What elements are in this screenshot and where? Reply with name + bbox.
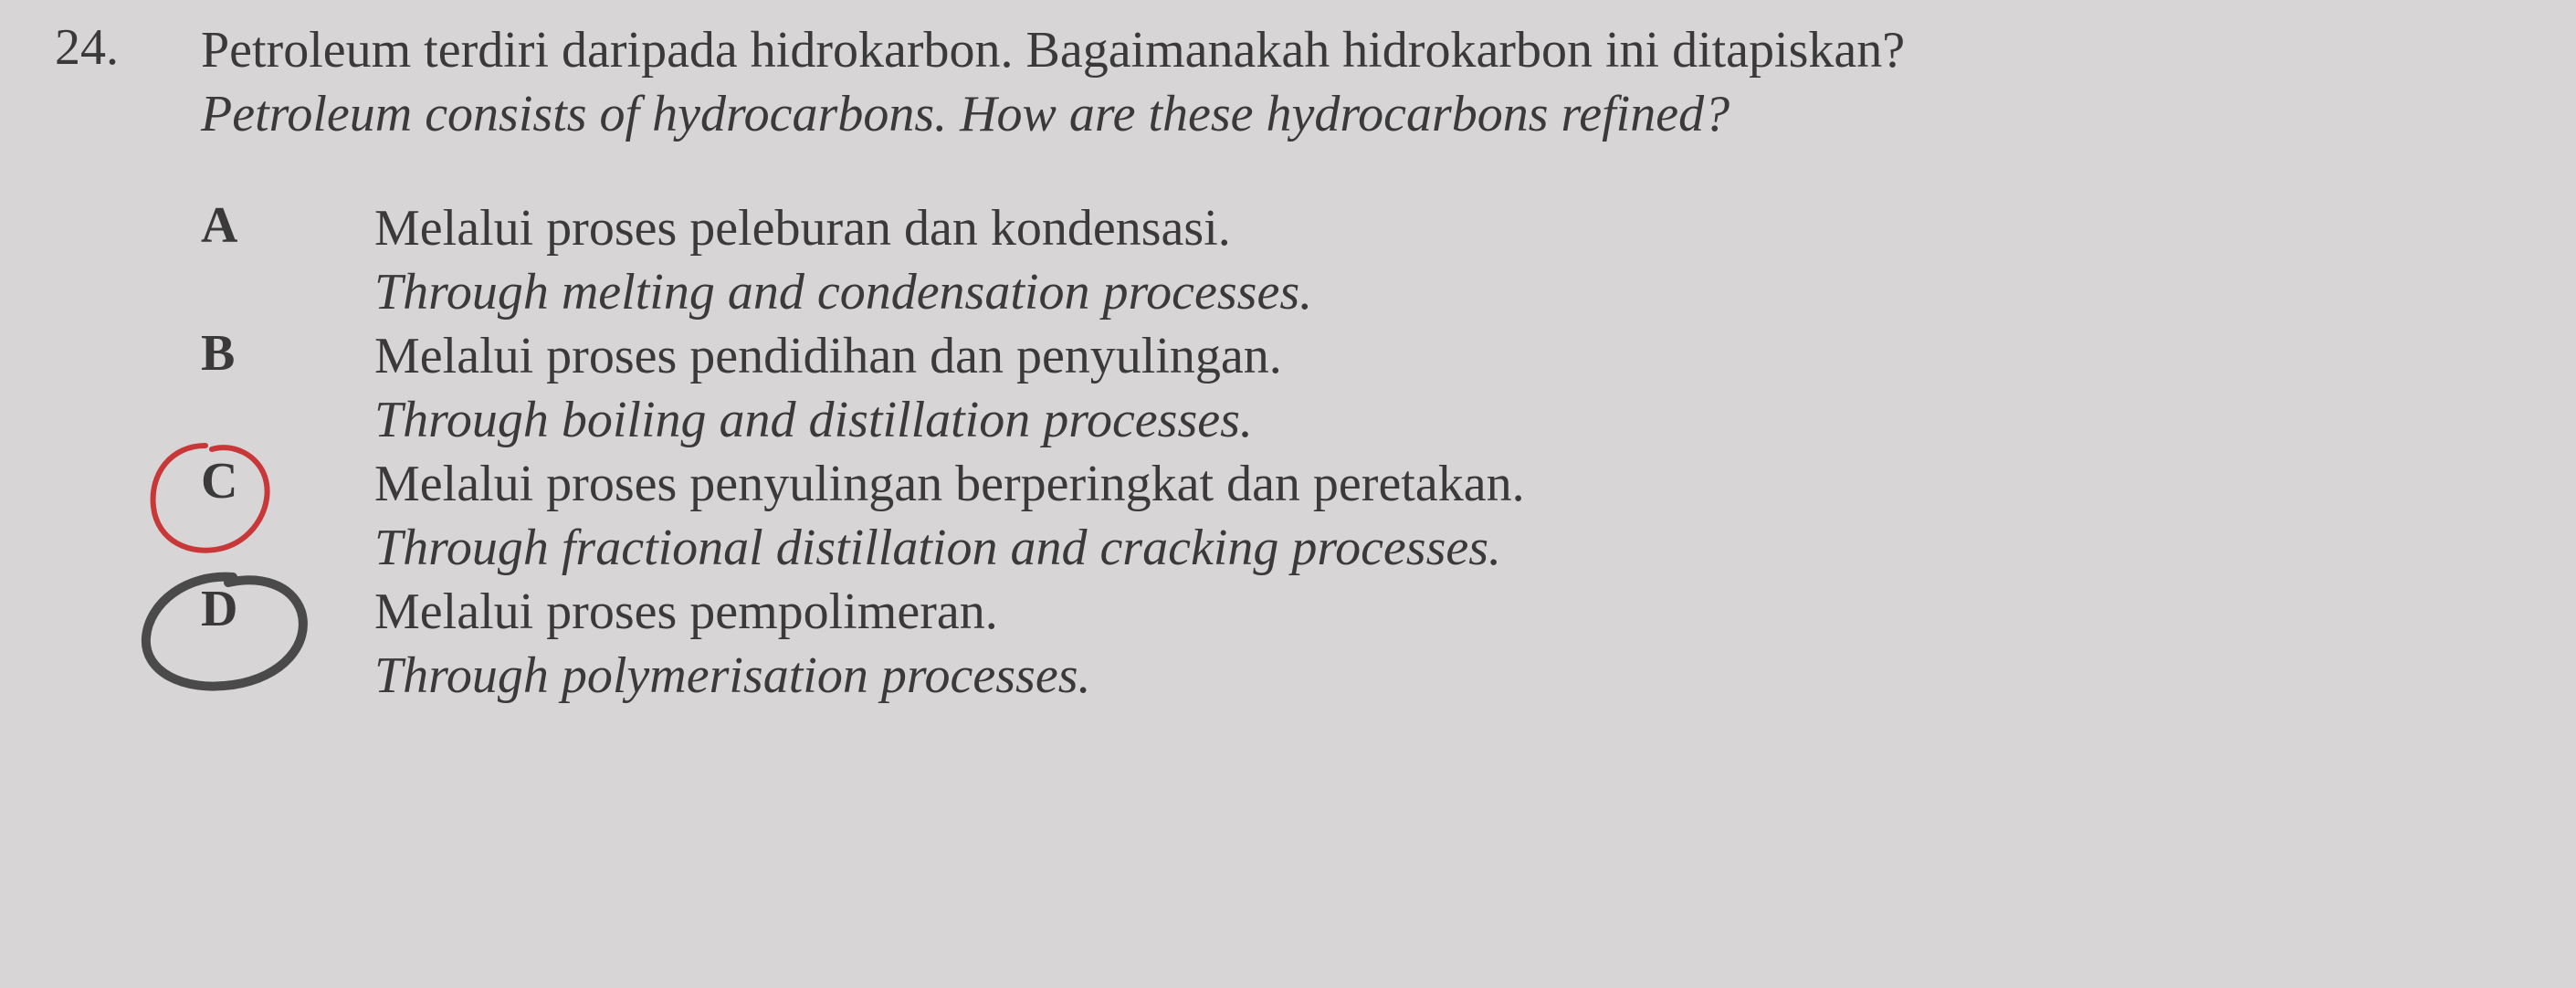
- option-letter-c-text: C: [201, 453, 237, 510]
- options-container: A Melalui proses peleburan dan kondensas…: [201, 196, 2521, 708]
- option-letter-a: A: [201, 196, 374, 324]
- question-content: Petroleum terdiri daripada hidrokarbon. …: [201, 18, 2521, 708]
- option-letter-d-text: D: [201, 581, 237, 637]
- option-malay-a: Melalui proses peleburan dan kondensasi.: [374, 196, 2521, 260]
- question-text-malay: Petroleum terdiri daripada hidrokarbon. …: [201, 18, 2521, 82]
- option-row-a: A Melalui proses peleburan dan kondensas…: [201, 196, 2521, 324]
- option-texts-c: Melalui proses penyulingan berperingkat …: [374, 452, 2521, 580]
- option-malay-d: Melalui proses pempolimeran.: [374, 580, 2521, 644]
- option-letter-c: C: [201, 452, 374, 580]
- option-malay-b: Melalui proses pendidihan dan penyulinga…: [374, 324, 2521, 388]
- option-texts-d: Melalui proses pempolimeran. Through pol…: [374, 580, 2521, 708]
- question-number: 24.: [55, 18, 146, 708]
- option-english-d: Through polymerisation processes.: [374, 644, 2521, 708]
- option-row-c: C Melalui proses penyulingan berperingka…: [201, 452, 2521, 580]
- option-row-b: B Melalui proses pendidihan dan penyulin…: [201, 324, 2521, 452]
- option-english-a: Through melting and condensation process…: [374, 260, 2521, 324]
- option-row-d: D Melalui proses pempolimeran. Through p…: [201, 580, 2521, 708]
- question-container: 24. Petroleum terdiri daripada hidrokarb…: [55, 18, 2521, 708]
- option-letter-d: D: [201, 580, 374, 708]
- question-text-english: Petroleum consists of hydrocarbons. How …: [201, 82, 2521, 146]
- option-english-c: Through fractional distillation and crac…: [374, 516, 2521, 580]
- option-letter-b: B: [201, 324, 374, 452]
- option-malay-c: Melalui proses penyulingan berperingkat …: [374, 452, 2521, 516]
- option-english-b: Through boiling and distillation process…: [374, 388, 2521, 452]
- option-texts-a: Melalui proses peleburan dan kondensasi.…: [374, 196, 2521, 324]
- option-texts-b: Melalui proses pendidihan dan penyulinga…: [374, 324, 2521, 452]
